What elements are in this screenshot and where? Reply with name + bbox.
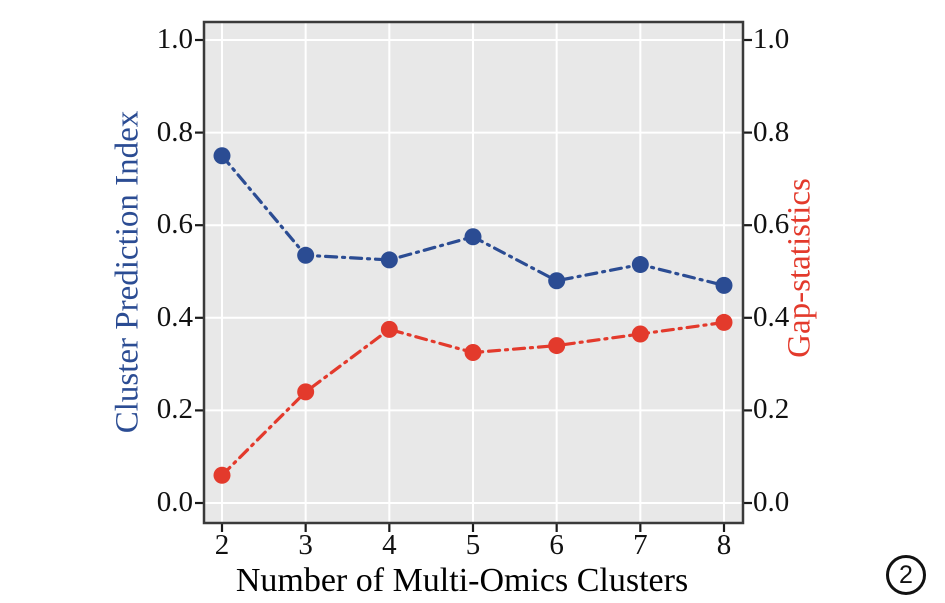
data-point bbox=[213, 147, 231, 165]
y-tick-label-right: 0.0 bbox=[753, 486, 790, 518]
plot-border bbox=[202, 20, 745, 525]
y-tick-label-left: 0.0 bbox=[156, 486, 193, 518]
x-axis-title: Number of Multi-Omics Clusters bbox=[235, 562, 689, 599]
y-tick-label-right: 0.6 bbox=[753, 208, 790, 241]
x-tick-label: 5 bbox=[465, 529, 481, 561]
data-point bbox=[548, 272, 566, 290]
data-point bbox=[464, 344, 482, 362]
x-tick-label: 2 bbox=[214, 529, 230, 561]
y-tick-label-left: 0.4 bbox=[156, 300, 193, 333]
data-point bbox=[380, 251, 398, 269]
y-tick-label-left: 0.2 bbox=[156, 393, 193, 426]
data-point bbox=[631, 325, 649, 343]
x-tick-label: 6 bbox=[549, 529, 564, 561]
y-tick-label-left: 0.6 bbox=[156, 208, 193, 241]
y-tick-label-right: 0.2 bbox=[753, 393, 790, 426]
data-point bbox=[548, 337, 566, 355]
x-tick-label: 8 bbox=[716, 529, 732, 561]
y-tick-label-right: 1.0 bbox=[753, 23, 790, 55]
data-point bbox=[213, 466, 231, 484]
y-tick-label-right: 0.8 bbox=[753, 115, 790, 148]
y-tick-label-left: 0.8 bbox=[156, 115, 193, 148]
data-point bbox=[631, 256, 649, 274]
x-tick-label: 3 bbox=[298, 529, 313, 561]
chart bbox=[195, 20, 752, 532]
y-tick-label-left: 1.0 bbox=[156, 23, 193, 55]
x-tick-label: 7 bbox=[633, 529, 648, 561]
plot-area bbox=[195, 20, 752, 532]
data-point bbox=[715, 313, 733, 331]
data-point bbox=[380, 320, 398, 338]
figure-number-badge: 2 bbox=[886, 555, 926, 595]
figure-number: 2 bbox=[899, 560, 913, 589]
data-point bbox=[715, 276, 733, 294]
data-point bbox=[464, 228, 482, 246]
y-tick-label-right: 0.4 bbox=[753, 300, 790, 333]
left-axis-title: Cluster Prediction Index bbox=[109, 110, 146, 434]
data-point bbox=[297, 383, 315, 401]
x-tick-label: 4 bbox=[382, 529, 397, 561]
data-point bbox=[297, 246, 315, 264]
